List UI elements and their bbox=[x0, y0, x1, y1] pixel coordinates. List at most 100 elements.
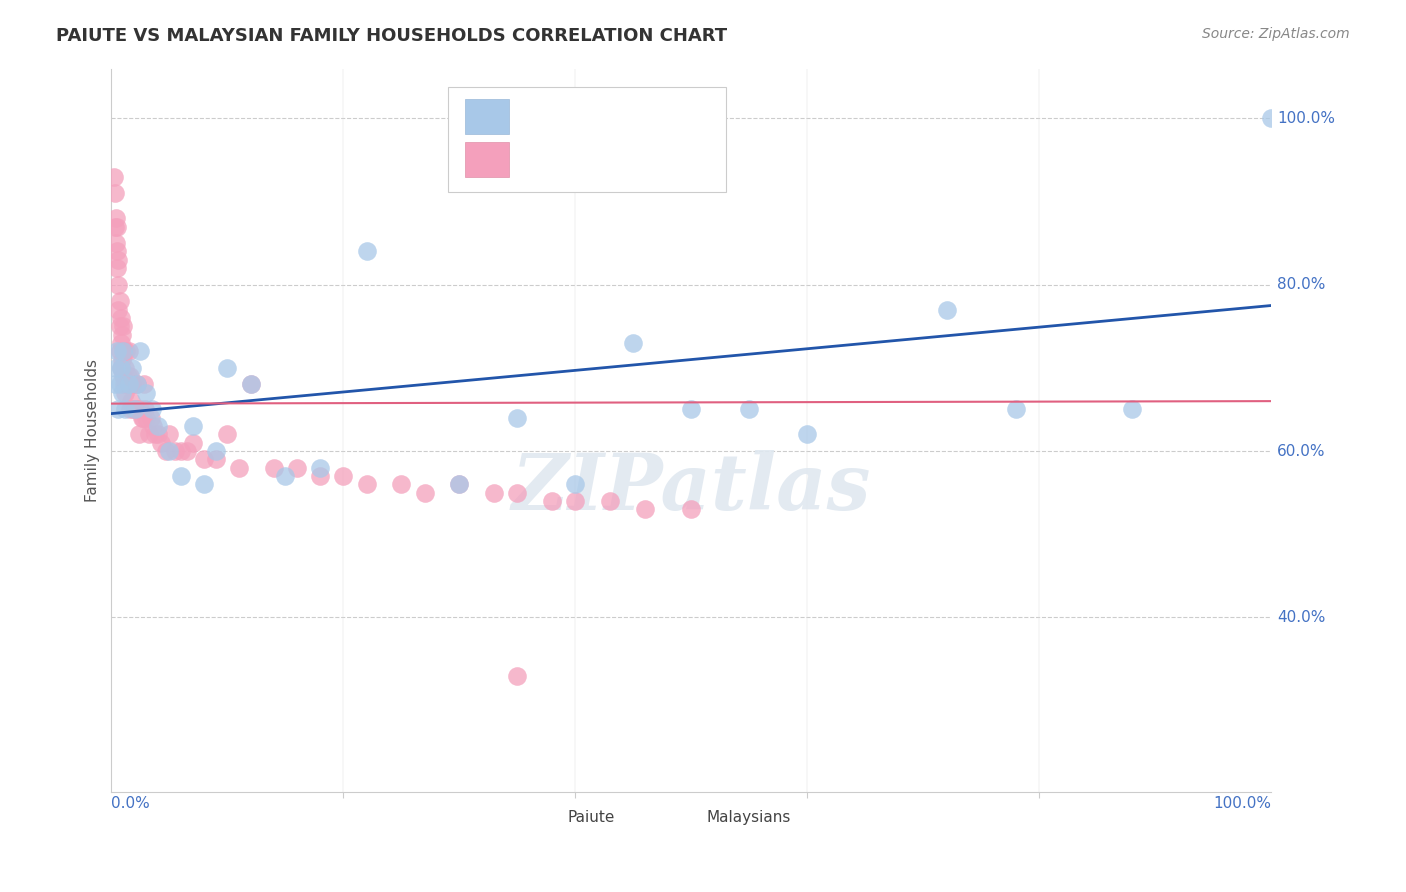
Point bbox=[356, 477, 378, 491]
Point bbox=[128, 427, 150, 442]
Text: Malaysians: Malaysians bbox=[706, 810, 790, 825]
Point bbox=[155, 444, 177, 458]
Point bbox=[118, 377, 141, 392]
Point bbox=[118, 344, 141, 359]
Point bbox=[104, 219, 127, 234]
Point bbox=[145, 427, 167, 442]
Point bbox=[121, 360, 143, 375]
Y-axis label: Family Households: Family Households bbox=[86, 359, 100, 501]
Point bbox=[125, 377, 148, 392]
Point bbox=[621, 335, 644, 350]
Point bbox=[127, 402, 149, 417]
Point bbox=[125, 402, 148, 417]
Point bbox=[204, 444, 226, 458]
Point bbox=[114, 402, 136, 417]
Point bbox=[935, 302, 957, 317]
Point bbox=[111, 344, 134, 359]
Text: PAIUTE VS MALAYSIAN FAMILY HOUSEHOLDS CORRELATION CHART: PAIUTE VS MALAYSIAN FAMILY HOUSEHOLDS CO… bbox=[56, 27, 727, 45]
Point bbox=[105, 360, 128, 375]
Text: N =: N = bbox=[621, 106, 658, 125]
Text: 80.0%: 80.0% bbox=[1277, 277, 1326, 293]
Point bbox=[121, 377, 143, 392]
Point bbox=[146, 419, 169, 434]
Point bbox=[285, 460, 308, 475]
Point bbox=[228, 460, 250, 475]
Bar bbox=[662, 806, 695, 828]
Point bbox=[108, 319, 131, 334]
Point bbox=[135, 410, 157, 425]
Point bbox=[110, 360, 132, 375]
Point bbox=[506, 668, 529, 682]
Point bbox=[506, 410, 529, 425]
Point bbox=[332, 469, 354, 483]
Point bbox=[506, 485, 529, 500]
Point bbox=[132, 410, 155, 425]
Point bbox=[108, 377, 131, 392]
Point bbox=[104, 186, 127, 201]
FancyBboxPatch shape bbox=[447, 87, 725, 192]
Point bbox=[131, 410, 153, 425]
Point bbox=[449, 477, 471, 491]
Point bbox=[138, 427, 160, 442]
Point bbox=[105, 211, 128, 226]
Point bbox=[111, 352, 134, 367]
Text: 81: 81 bbox=[657, 150, 679, 168]
Point bbox=[111, 369, 134, 384]
Point bbox=[217, 360, 239, 375]
Text: 0.0%: 0.0% bbox=[111, 796, 150, 811]
Point bbox=[681, 402, 703, 417]
Point bbox=[103, 169, 125, 184]
Point bbox=[114, 385, 136, 400]
Text: ZIPatlas: ZIPatlas bbox=[512, 450, 872, 526]
Point bbox=[274, 469, 297, 483]
Point bbox=[118, 369, 141, 384]
Point bbox=[239, 377, 262, 392]
Point bbox=[110, 310, 132, 325]
Point bbox=[110, 360, 132, 375]
Point bbox=[118, 402, 141, 417]
Text: -0.001: -0.001 bbox=[564, 150, 623, 168]
Point bbox=[108, 344, 131, 359]
Point bbox=[108, 294, 131, 309]
Point bbox=[112, 344, 135, 359]
Point bbox=[111, 385, 134, 400]
Point bbox=[181, 435, 204, 450]
Point bbox=[112, 377, 135, 392]
Point bbox=[564, 494, 586, 508]
Point bbox=[105, 344, 128, 359]
Bar bbox=[523, 806, 555, 828]
Text: 40.0%: 40.0% bbox=[1277, 610, 1326, 624]
Point bbox=[107, 302, 129, 317]
Point bbox=[413, 485, 436, 500]
Point bbox=[165, 444, 187, 458]
Point bbox=[105, 244, 128, 259]
Point bbox=[181, 419, 204, 434]
Point bbox=[738, 402, 761, 417]
Text: Source: ZipAtlas.com: Source: ZipAtlas.com bbox=[1202, 27, 1350, 41]
Point bbox=[146, 427, 169, 442]
Text: R =: R = bbox=[523, 106, 560, 125]
Text: 100.0%: 100.0% bbox=[1277, 111, 1336, 126]
Point bbox=[482, 485, 505, 500]
Text: Paiute: Paiute bbox=[567, 810, 614, 825]
Bar bbox=[465, 99, 509, 134]
Point bbox=[309, 469, 332, 483]
Point bbox=[309, 460, 332, 475]
Point bbox=[107, 402, 129, 417]
Point bbox=[141, 402, 163, 417]
Point bbox=[204, 452, 226, 467]
Point bbox=[634, 502, 657, 516]
Point bbox=[120, 394, 142, 409]
Point bbox=[193, 452, 215, 467]
Point bbox=[142, 419, 165, 434]
Text: 60.0%: 60.0% bbox=[1277, 443, 1326, 458]
Point bbox=[114, 360, 136, 375]
Point bbox=[139, 410, 162, 425]
Point bbox=[129, 344, 152, 359]
Point bbox=[1005, 402, 1028, 417]
Point bbox=[449, 477, 471, 491]
Point bbox=[118, 377, 141, 392]
Point bbox=[115, 377, 138, 392]
Point bbox=[564, 477, 586, 491]
Point bbox=[124, 402, 146, 417]
